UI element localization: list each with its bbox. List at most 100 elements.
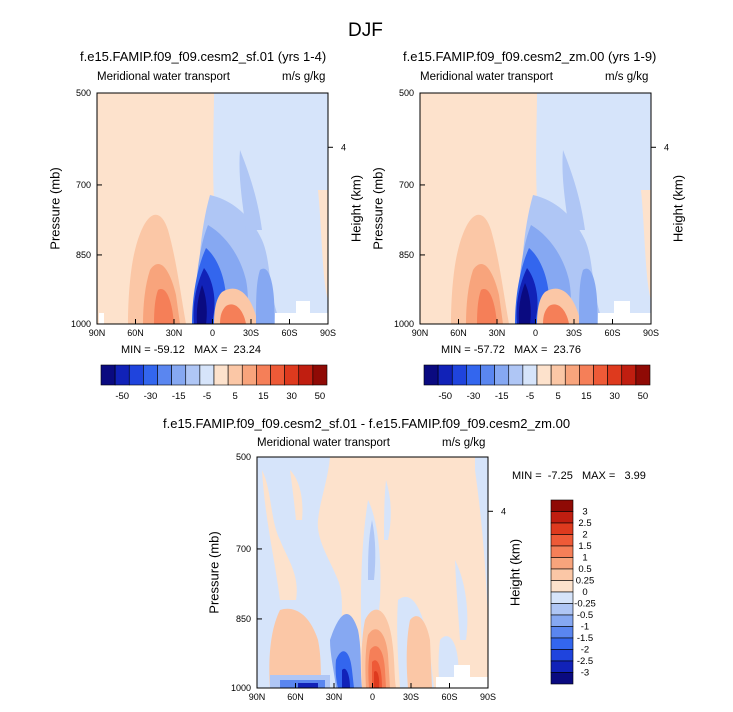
colorbar-swatch xyxy=(227,364,243,386)
latitude-tick-label: 30S xyxy=(403,692,419,702)
pressure-tick-label: 850 xyxy=(399,250,414,260)
colorbar-label: -1 xyxy=(581,622,589,633)
colorbar-swatch xyxy=(550,522,574,535)
latitude-tick-label: 60S xyxy=(281,328,297,338)
colorbar-label: 1 xyxy=(582,553,587,564)
colorbar-swatch xyxy=(114,364,130,386)
colorbar-label: -15 xyxy=(495,391,509,402)
colorbar-swatch xyxy=(157,364,172,386)
latitude-tick-label: 0 xyxy=(370,692,375,702)
colorbar-swatch xyxy=(635,364,651,386)
colorbar-label: -50 xyxy=(438,391,452,402)
colorbar-swatch xyxy=(593,364,608,386)
panel-2-stats: MIN = -57.72 MAX = 23.76 xyxy=(441,344,582,356)
colorbar-swatch xyxy=(466,364,481,386)
pressure-tick-label: 700 xyxy=(399,180,414,190)
colorbar-label: -1.5 xyxy=(577,633,593,644)
colorbar-swatch xyxy=(522,364,538,386)
panel-1-title: f.e15.FAMIP.f09_f09.cesm2_sf.01 (yrs 1-4… xyxy=(80,49,327,64)
colorbar-label: 0.5 xyxy=(578,564,591,575)
colorbar-swatch xyxy=(550,626,574,639)
panel-1-stats: MIN = -59.12 MAX = 23.24 xyxy=(121,344,262,356)
latitude-tick-label: 30S xyxy=(243,328,259,338)
colorbar-swatch xyxy=(536,364,552,386)
colorbar-swatch xyxy=(607,364,623,386)
colorbar-swatch xyxy=(550,603,574,616)
colorbar-swatch xyxy=(550,672,574,685)
colorbar-label: 15 xyxy=(581,391,592,402)
colorbar-label: 0.25 xyxy=(576,576,595,587)
latitude-tick-label: 90S xyxy=(643,328,659,338)
colorbar-label: 30 xyxy=(286,391,297,402)
colorbar-swatch xyxy=(550,637,574,650)
colorbar-swatch xyxy=(550,364,566,386)
colorbar-label: -30 xyxy=(144,391,158,402)
colorbar-swatch xyxy=(494,364,510,386)
colorbar-label: 15 xyxy=(258,391,269,402)
colorbar-swatch xyxy=(437,364,453,386)
colorbar-swatch xyxy=(550,649,574,662)
latitude-tick-label: 90N xyxy=(89,328,106,338)
latitude-tick-label: 60N xyxy=(450,328,467,338)
latitude-tick-label: 90S xyxy=(320,328,336,338)
latitude-tick-label: 0 xyxy=(533,328,538,338)
latitude-tick-label: 60N xyxy=(127,328,144,338)
colorbar-swatch xyxy=(100,364,116,386)
colorbar-swatch xyxy=(550,591,574,604)
colorbar-label: -2.5 xyxy=(577,656,593,667)
colorbar-swatch xyxy=(550,568,574,581)
colorbar-swatch xyxy=(270,364,285,386)
latitude-tick-label: 90S xyxy=(480,692,496,702)
colorbar-label: -2 xyxy=(581,645,589,656)
colorbar-swatch xyxy=(579,364,594,386)
colorbar-swatch xyxy=(550,614,574,627)
colorbar-label: 5 xyxy=(556,391,561,402)
colorbar-swatch xyxy=(550,499,574,512)
height-tick-label: 4 xyxy=(341,142,346,152)
height-tick-label: 4 xyxy=(501,506,506,516)
colorbar-label: 50 xyxy=(638,391,649,402)
colorbar-label: 2.5 xyxy=(578,518,591,529)
latitude-tick-label: 60S xyxy=(441,692,457,702)
colorbar-swatch xyxy=(423,364,439,386)
panel-3-field xyxy=(257,457,488,688)
colorbar-label: -5 xyxy=(526,391,534,402)
colorbar-swatch xyxy=(550,545,574,558)
pressure-tick-label: 500 xyxy=(236,452,251,462)
latitude-tick-label: 30N xyxy=(166,328,183,338)
pressure-tick-label: 500 xyxy=(399,88,414,98)
height-tick-label: 4 xyxy=(664,142,669,152)
colorbar-swatch xyxy=(199,364,215,386)
colorbar-swatch xyxy=(550,557,574,570)
colorbar-swatch xyxy=(185,364,201,386)
colorbar-label: -5 xyxy=(203,391,211,402)
latitude-tick-label: 60S xyxy=(604,328,620,338)
colorbar-swatch xyxy=(550,660,574,673)
panel-2-title: f.e15.FAMIP.f09_f09.cesm2_zm.00 (yrs 1-9… xyxy=(403,49,657,64)
colorbar-label: 50 xyxy=(315,391,326,402)
colorbar-label: 30 xyxy=(609,391,620,402)
panel-2-units-label: m/s g/kg xyxy=(605,71,649,83)
pressure-tick-label: 1000 xyxy=(394,319,414,329)
colorbar-label: 1.5 xyxy=(578,541,591,552)
latitude-tick-label: 30S xyxy=(566,328,582,338)
colorbar-swatch xyxy=(480,364,495,386)
colorbar-swatch xyxy=(213,364,229,386)
pressure-tick-label: 700 xyxy=(76,180,91,190)
panel-2-field xyxy=(420,93,651,324)
colorbar-label: -0.5 xyxy=(577,610,593,621)
pressure-tick-label: 1000 xyxy=(231,683,251,693)
panel-3-units-label: m/s g/kg xyxy=(442,437,486,449)
panel-3-stats: MIN = -7.25 MAX = 3.99 xyxy=(512,470,646,482)
colorbar-swatch xyxy=(621,364,637,386)
colorbar-label: 5 xyxy=(233,391,238,402)
colorbar-label: -50 xyxy=(115,391,129,402)
panel-3-variable-label: Meridional water transport xyxy=(257,437,390,449)
colorbar-swatch xyxy=(550,511,574,524)
colorbar-swatch xyxy=(284,364,300,386)
colorbar-swatch xyxy=(312,364,328,386)
latitude-tick-label: 0 xyxy=(210,328,215,338)
pressure-tick-label: 850 xyxy=(76,250,91,260)
panel-2-variable-label: Meridional water transport xyxy=(420,71,553,83)
